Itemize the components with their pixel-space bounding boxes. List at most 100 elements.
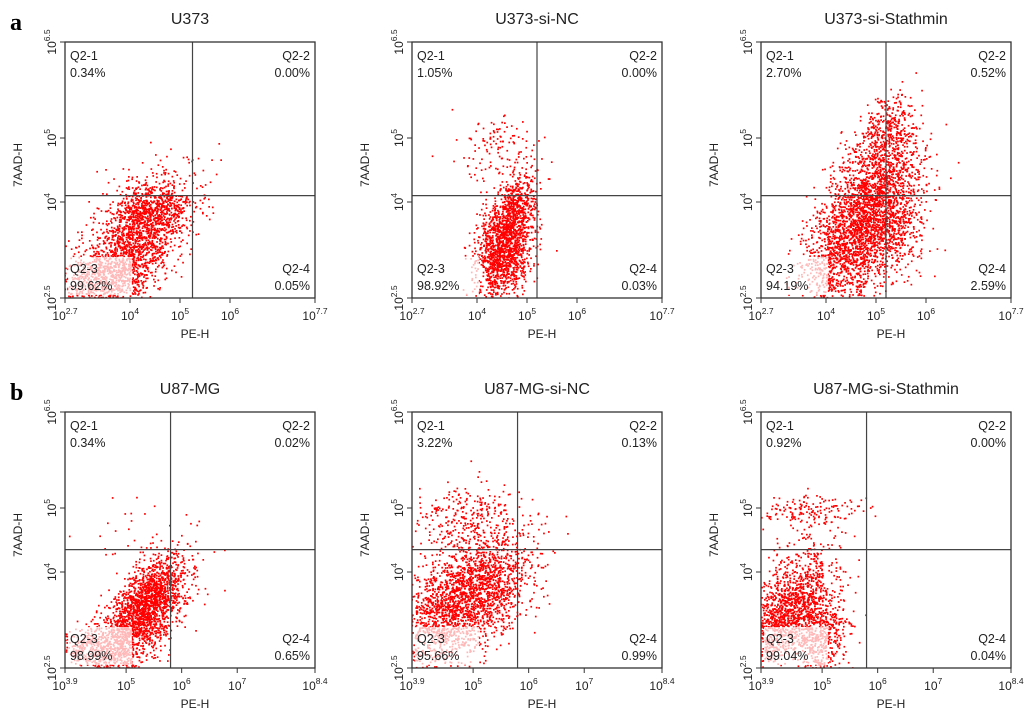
event-dot: [123, 226, 126, 228]
event-dot: [143, 249, 145, 251]
event-dot: [468, 137, 471, 140]
event-dot: [144, 225, 146, 228]
event-dot: [490, 146, 493, 149]
event-dot: [92, 233, 94, 236]
event-dot: [156, 220, 159, 222]
event-dot: [494, 214, 497, 217]
event-dot: [509, 230, 512, 232]
event-dot: [846, 185, 849, 188]
event-dot: [862, 196, 865, 199]
event-dot: [132, 222, 135, 224]
event-dot: [534, 207, 537, 209]
event-dot: [521, 262, 523, 265]
event-dot: [490, 293, 492, 295]
event-dot: [151, 259, 153, 262]
event-dot: [491, 254, 494, 256]
event-dot: [530, 200, 533, 203]
event-dot: [154, 275, 157, 277]
event-dot: [131, 176, 134, 179]
event-dot: [512, 170, 515, 172]
event-dot: [178, 210, 181, 213]
event-dot: [120, 249, 123, 252]
event-dot: [485, 296, 487, 298]
event-dot: [514, 208, 516, 211]
event-dot: [496, 258, 498, 261]
event-dot: [180, 209, 182, 211]
event-dot: [122, 168, 125, 170]
event-dot: [177, 224, 180, 226]
event-dot: [89, 352, 91, 354]
event-dot: [530, 197, 533, 200]
event-dot: [143, 184, 145, 186]
event-dot: [503, 256, 506, 259]
event-dot: [116, 239, 119, 242]
event-dot: [135, 227, 138, 230]
event-dot: [509, 260, 511, 262]
event-dot: [508, 141, 511, 144]
event-dot: [518, 197, 520, 199]
event-dot: [92, 247, 95, 250]
event-dot: [158, 218, 161, 221]
event-dot: [105, 320, 107, 322]
event-dot: [118, 238, 121, 240]
event-dot: [133, 268, 135, 270]
event-dot: [504, 284, 507, 287]
event-dot: [521, 211, 524, 213]
event-dot: [514, 285, 517, 288]
event-dot: [94, 247, 97, 250]
event-dot: [496, 285, 499, 288]
event-dot: [173, 215, 176, 217]
event-dot: [143, 274, 146, 277]
event-dot: [496, 222, 499, 225]
event-dot: [144, 207, 147, 210]
event-dot: [475, 224, 478, 227]
event-dot: [132, 259, 135, 261]
event-dot: [502, 226, 505, 229]
event-dot: [501, 213, 504, 215]
event-dot: [135, 278, 137, 281]
event-dot: [104, 255, 107, 257]
event-dot: [508, 230, 510, 233]
event-dot: [104, 300, 106, 302]
event-dot: [159, 188, 161, 190]
event-dot: [180, 232, 183, 234]
event-dot: [499, 263, 501, 266]
event-dot: [98, 294, 101, 297]
event-dot: [114, 235, 117, 237]
event-dot: [493, 262, 496, 265]
event-dot: [120, 211, 122, 214]
event-dot: [518, 245, 521, 248]
event-dot: [526, 252, 529, 255]
event-dot: [189, 253, 191, 256]
event-dot: [480, 191, 482, 194]
event-dot: [151, 274, 153, 277]
event-dot: [533, 280, 536, 283]
event-dot: [87, 299, 89, 301]
event-dot: [490, 248, 493, 250]
event-dot: [498, 213, 500, 216]
event-dot: [499, 275, 502, 277]
event-dot: [125, 251, 128, 253]
event-dot: [135, 214, 137, 217]
event-dot: [517, 250, 519, 253]
event-dot: [504, 198, 507, 200]
event-dot: [111, 325, 113, 327]
event-dot: [496, 293, 499, 296]
event-dot: [163, 234, 166, 237]
event-dot: [110, 218, 113, 220]
event-dot: [832, 231, 835, 233]
event-dot: [491, 311, 493, 313]
event-dot: [504, 122, 506, 124]
event-dot: [136, 187, 138, 189]
event-dot: [517, 244, 519, 247]
event-dot: [161, 266, 164, 269]
event-dot: [128, 186, 130, 188]
event-dot: [179, 230, 181, 232]
event-dot: [485, 191, 488, 194]
event-dot: [123, 252, 126, 254]
event-dot: [189, 200, 191, 203]
event-dot: [496, 255, 499, 257]
event-dot: [144, 179, 147, 182]
event-dot: [139, 210, 141, 213]
event-dot: [99, 237, 101, 239]
